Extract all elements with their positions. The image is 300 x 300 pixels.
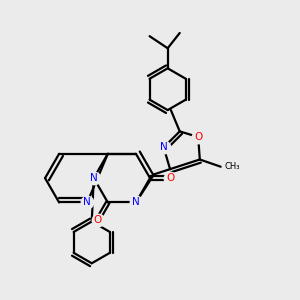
Text: N: N: [160, 142, 167, 152]
Text: N: N: [132, 197, 140, 208]
Text: O: O: [94, 215, 102, 225]
Text: O: O: [194, 132, 202, 142]
Text: N: N: [83, 197, 91, 208]
Text: N: N: [90, 173, 98, 183]
Text: CH₃: CH₃: [224, 162, 240, 171]
Text: O: O: [166, 173, 174, 183]
